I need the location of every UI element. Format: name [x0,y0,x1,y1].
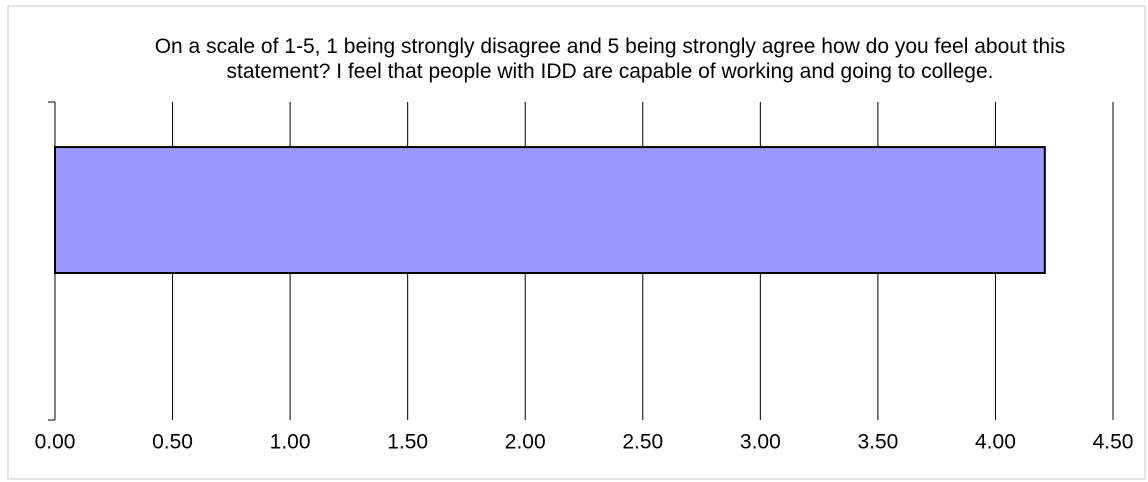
x-tick-label: 4.00 [975,431,1016,454]
chart-title: On a scale of 1-5, 1 being strongly disa… [154,35,1066,83]
x-tick-label: 1.50 [387,431,428,454]
x-tick-label: 2.50 [622,431,663,454]
x-tick-label: 1.00 [270,431,311,454]
x-tick-label: 3.00 [740,431,781,454]
bar [54,146,1046,275]
x-tick-label: 3.50 [857,431,898,454]
x-tick-label: 0.50 [152,431,193,454]
x-tick-label: 4.50 [1093,431,1134,454]
x-tick-label: 2.00 [505,431,546,454]
x-tick-label: 0.00 [35,431,76,454]
